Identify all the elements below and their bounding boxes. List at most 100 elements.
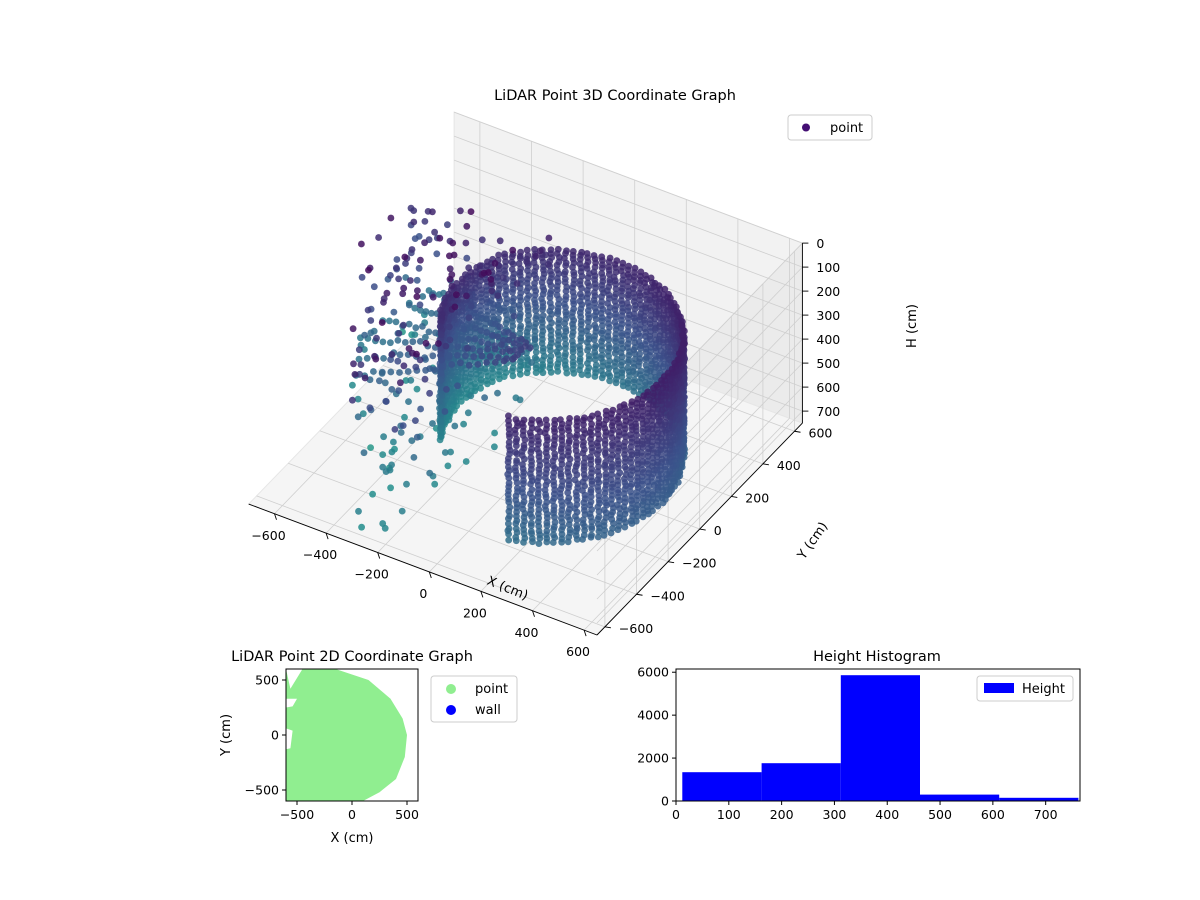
- point-marker: [666, 376, 674, 384]
- point-marker: [349, 396, 356, 404]
- x-tick-label: −400: [303, 547, 337, 562]
- chart-2d-gaps: [286, 669, 303, 750]
- point-marker: [592, 259, 599, 267]
- z-tick-label: 500: [816, 356, 840, 371]
- point-marker: [540, 352, 548, 360]
- point-marker: [608, 410, 615, 418]
- point-marker: [394, 337, 402, 344]
- gap-top-left: [286, 669, 303, 689]
- x-tick: [428, 571, 432, 579]
- point-marker: [428, 309, 435, 317]
- point-marker: [633, 457, 641, 464]
- point-marker: [517, 310, 524, 318]
- point-marker: [570, 268, 578, 276]
- point-marker: [380, 433, 387, 441]
- point-marker: [417, 405, 424, 413]
- point-marker: [405, 320, 413, 328]
- point-marker: [550, 502, 558, 510]
- point-marker: [599, 362, 607, 370]
- point-marker: [509, 246, 517, 254]
- point-marker: [542, 449, 550, 456]
- point-marker: [573, 460, 581, 468]
- point-marker: [496, 237, 504, 245]
- point-marker: [624, 291, 632, 299]
- point-marker: [467, 208, 475, 216]
- point-marker: [561, 320, 569, 327]
- point-marker: [441, 408, 449, 415]
- point-marker: [519, 472, 527, 480]
- point-marker: [554, 360, 562, 368]
- grid-z-side: [596, 410, 803, 624]
- point-marker: [616, 403, 624, 411]
- point-marker: [370, 368, 377, 375]
- point-marker: [559, 452, 566, 460]
- point-marker: [388, 461, 395, 469]
- point-marker: [489, 313, 497, 321]
- point-marker: [602, 458, 610, 466]
- point-marker: [491, 259, 499, 267]
- point-marker: [508, 266, 516, 273]
- point-marker: [463, 292, 470, 300]
- point-marker: [624, 266, 632, 274]
- chart-2d-legend-label-wall: wall: [475, 703, 501, 718]
- grid-y-floor: [288, 462, 637, 595]
- point-marker: [367, 444, 374, 451]
- point-marker: [646, 320, 654, 328]
- point-marker: [398, 507, 406, 515]
- point-marker: [639, 513, 647, 521]
- z-tick-label: 600: [816, 380, 840, 395]
- point-marker: [622, 455, 629, 462]
- point-marker: [354, 413, 362, 421]
- point-marker: [532, 287, 540, 295]
- point-marker: [540, 266, 547, 274]
- point-marker: [519, 489, 526, 496]
- point-marker: [421, 239, 428, 247]
- point-marker: [590, 252, 598, 259]
- point-marker: [562, 340, 569, 348]
- point-marker: [477, 311, 485, 318]
- point-marker: [612, 290, 620, 298]
- point-marker: [395, 330, 403, 337]
- x-tick-label: 0: [419, 586, 427, 601]
- x-tick-label: 100: [717, 807, 741, 822]
- point-marker: [446, 336, 454, 344]
- point-marker: [628, 504, 635, 512]
- point-marker: [437, 369, 445, 377]
- point-marker: [548, 303, 555, 311]
- point-marker: [564, 513, 572, 521]
- y-tick-label: 200: [745, 490, 769, 505]
- point-marker: [631, 282, 638, 289]
- point-marker: [512, 496, 520, 504]
- point-marker: [436, 363, 444, 371]
- point-marker: [551, 513, 558, 521]
- point-marker: [396, 369, 403, 376]
- point-marker: [619, 304, 626, 312]
- point-marker: [472, 324, 479, 332]
- point-marker: [356, 370, 363, 378]
- point-marker: [513, 435, 521, 443]
- point-marker: [535, 453, 543, 460]
- point-marker: [535, 498, 543, 506]
- point-marker: [576, 366, 583, 374]
- point-marker: [378, 319, 386, 326]
- point-marker: [419, 293, 427, 300]
- point-marker: [390, 438, 397, 446]
- point-marker: [602, 411, 610, 419]
- point-marker: [630, 310, 638, 318]
- point-marker: [457, 359, 464, 367]
- point-marker: [590, 268, 598, 276]
- point-marker: [488, 287, 496, 295]
- point-marker: [542, 470, 550, 477]
- point-marker: [628, 480, 635, 488]
- point-marker: [621, 523, 629, 531]
- point-marker: [412, 363, 420, 371]
- point-marker: [448, 282, 456, 290]
- point-marker: [446, 323, 453, 331]
- x-tick-label: −200: [355, 567, 389, 582]
- x-tick-label: 400: [875, 807, 899, 822]
- point-marker: [412, 417, 419, 424]
- point-marker: [585, 343, 592, 351]
- point-marker: [570, 305, 578, 313]
- point-marker: [628, 411, 636, 419]
- point-marker: [477, 327, 485, 334]
